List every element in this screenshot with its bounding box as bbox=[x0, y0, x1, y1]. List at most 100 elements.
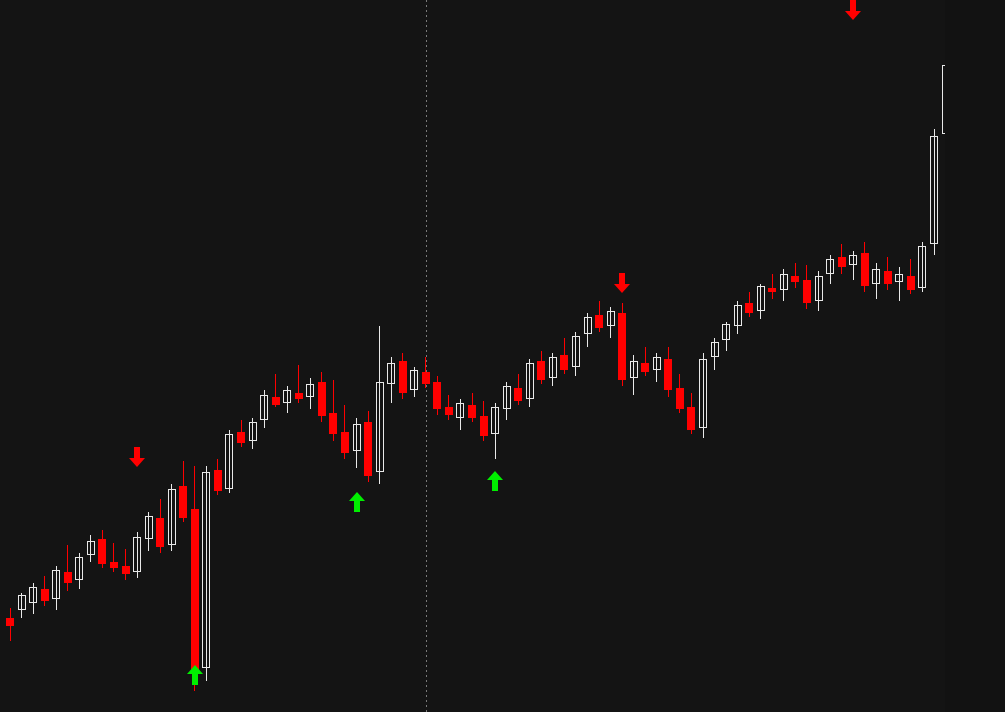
buy-arrow-icon bbox=[186, 664, 204, 691]
candle-wick bbox=[933, 129, 935, 255]
candle-body-bullish bbox=[872, 269, 881, 284]
candle-wick bbox=[78, 553, 80, 589]
candle-body-bullish bbox=[941, 64, 945, 134]
candle-body-bearish bbox=[213, 469, 222, 491]
sell-arrow-icon bbox=[128, 446, 146, 473]
candle-body-bullish bbox=[75, 557, 84, 581]
candle-body-bearish bbox=[883, 271, 892, 284]
candle-body-bearish bbox=[190, 509, 199, 671]
candle-body-bullish bbox=[491, 407, 500, 435]
candle-body-bearish bbox=[340, 432, 349, 454]
candle-body-bearish bbox=[641, 363, 650, 372]
candle-body-bearish bbox=[768, 288, 777, 293]
candle-body-bearish bbox=[294, 392, 303, 399]
candle-body-bearish bbox=[109, 561, 118, 568]
candle-wick bbox=[459, 398, 461, 431]
candle-body-bullish bbox=[29, 586, 38, 604]
candle-wick bbox=[148, 511, 150, 552]
candle-body-bullish bbox=[606, 311, 615, 326]
candle-wick bbox=[771, 273, 773, 299]
candle-body-bullish bbox=[548, 357, 557, 378]
candle-body-bearish bbox=[537, 361, 546, 380]
candle-body-bullish bbox=[629, 361, 638, 378]
candle-wick bbox=[818, 271, 819, 312]
candle-body-bullish bbox=[306, 384, 315, 397]
sell-arrow-icon bbox=[844, 0, 862, 26]
candlestick-plot-area[interactable] bbox=[0, 0, 945, 712]
candle-wick bbox=[656, 352, 658, 383]
candle-body-bullish bbox=[814, 275, 823, 301]
candle-wick bbox=[794, 263, 796, 289]
candle-wick bbox=[898, 267, 900, 301]
candle-body-bullish bbox=[167, 488, 176, 545]
candle-body-bearish bbox=[98, 538, 107, 564]
candle-wick bbox=[714, 338, 716, 370]
candle-wick bbox=[390, 357, 392, 403]
candle-body-bearish bbox=[560, 354, 569, 370]
candle-wick bbox=[413, 367, 415, 397]
candle-body-bearish bbox=[179, 486, 188, 518]
candle-body-bearish bbox=[514, 388, 523, 401]
buy-arrow-icon bbox=[348, 491, 366, 518]
candle-wick bbox=[228, 430, 230, 493]
candle-body-bullish bbox=[225, 434, 234, 489]
candle-body-bullish bbox=[17, 595, 26, 610]
candle-wick bbox=[252, 417, 254, 449]
candle-body-bullish bbox=[52, 570, 61, 600]
candle-body-bearish bbox=[791, 275, 800, 282]
candle-wick bbox=[725, 321, 727, 351]
candle-body-bullish bbox=[260, 394, 269, 420]
candle-body-bearish bbox=[63, 572, 72, 583]
buy-arrow-icon bbox=[486, 470, 504, 497]
candle-body-bearish bbox=[6, 618, 14, 627]
candle-wick bbox=[633, 354, 635, 395]
candle-body-bearish bbox=[837, 256, 846, 268]
candle-body-bearish bbox=[398, 361, 407, 393]
candle-body-bearish bbox=[906, 275, 915, 291]
candle-body-bullish bbox=[895, 273, 904, 282]
price-axis[interactable]: 6340.006330.006310.006300.006290.006280.… bbox=[945, 0, 1005, 712]
candle-wick bbox=[783, 269, 785, 301]
candle-wick bbox=[90, 534, 92, 562]
candle-body-bearish bbox=[664, 359, 673, 391]
candle-wick bbox=[552, 352, 554, 387]
sell-arrow-icon bbox=[613, 272, 631, 299]
candle-body-bullish bbox=[652, 357, 661, 370]
candle-body-bullish bbox=[144, 515, 153, 539]
candle-body-bullish bbox=[456, 402, 465, 418]
candle-body-bearish bbox=[860, 252, 869, 287]
candle-body-bearish bbox=[237, 432, 245, 443]
candle-body-bullish bbox=[699, 359, 707, 429]
candle-body-bearish bbox=[40, 588, 49, 602]
candle-wick bbox=[275, 373, 277, 408]
candle-wick bbox=[702, 352, 704, 439]
candle-body-bullish bbox=[248, 421, 257, 441]
candle-wick bbox=[529, 359, 531, 408]
candle-body-bullish bbox=[583, 317, 592, 335]
candle-wick bbox=[286, 386, 288, 414]
candle-body-bullish bbox=[283, 390, 292, 403]
candle-body-bearish bbox=[156, 517, 165, 548]
candle-wick bbox=[587, 313, 588, 347]
candle-wick bbox=[205, 465, 207, 681]
candle-wick bbox=[298, 365, 300, 403]
candle-wick bbox=[67, 544, 69, 591]
candle-body-bullish bbox=[710, 342, 719, 358]
candle-wick bbox=[171, 484, 173, 552]
candle-body-bullish bbox=[410, 369, 419, 391]
candle-wick bbox=[32, 582, 34, 614]
candle-body-bearish bbox=[317, 382, 326, 416]
candle-wick bbox=[379, 325, 381, 485]
candle-body-bearish bbox=[121, 565, 130, 575]
candle-wick bbox=[829, 254, 831, 284]
candle-body-bullish bbox=[722, 323, 731, 341]
candle-wick bbox=[494, 402, 496, 460]
candle-body-bullish bbox=[375, 382, 384, 472]
candle-body-bullish bbox=[133, 536, 142, 573]
candle-body-bullish bbox=[930, 135, 938, 245]
candle-body-bearish bbox=[675, 388, 684, 410]
candle-wick bbox=[737, 300, 739, 335]
candle-wick bbox=[506, 382, 508, 420]
candle-wick bbox=[644, 346, 646, 376]
candle-body-bearish bbox=[479, 415, 488, 437]
